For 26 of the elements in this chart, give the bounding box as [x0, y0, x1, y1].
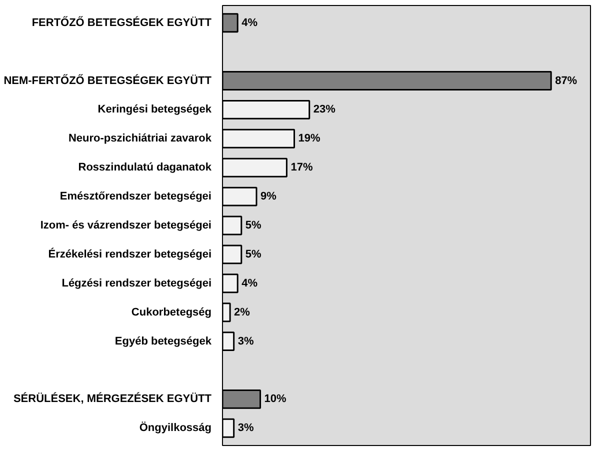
data-label: 2% [234, 306, 250, 318]
y-tick-label: SÉRÜLÉSEK, MÉRGEZÉSEK EGYÜTT [13, 392, 212, 406]
data-label: 17% [290, 162, 313, 174]
data-label: 4% [242, 16, 258, 29]
data-label: 5% [245, 220, 262, 232]
y-tick-label: Egyéb betegségek [114, 335, 212, 348]
data-label: 4% [242, 277, 258, 290]
y-tick-label: Rosszindulatú daganatok [78, 162, 212, 174]
data-label: 9% [260, 190, 277, 203]
y-tick-label: Neuro-pszichiátriai zavarok [68, 132, 212, 145]
y-tick-label: Légzési rendszer betegségei [62, 277, 212, 290]
data-label: 19% [298, 132, 320, 145]
data-label: 3% [238, 422, 254, 434]
y-tick-label: FERTŐZŐ BETEGSÉGEK EGYÜTT [32, 16, 212, 29]
data-label: 5% [245, 248, 262, 260]
data-label: 3% [238, 335, 254, 348]
y-tick-label: Öngyilkosság [139, 421, 212, 434]
y-tick-label: Emésztőrendszer betegségei [60, 190, 212, 203]
y-tick-label: NEM-FERTŐZŐ BETEGSÉGEK EGYÜTT [4, 74, 212, 87]
y-tick-label: Izom- és vázrendszer betegségei [40, 220, 212, 232]
data-label: 87% [555, 74, 578, 87]
data-label: 23% [313, 104, 336, 116]
data-label: 10% [264, 393, 286, 406]
y-tick-label: Cukorbetegség [131, 306, 212, 318]
y-tick-label: Érzékelési rendszer betegségei [48, 247, 212, 260]
y-tick-label: Keringési betegségek [98, 104, 212, 116]
